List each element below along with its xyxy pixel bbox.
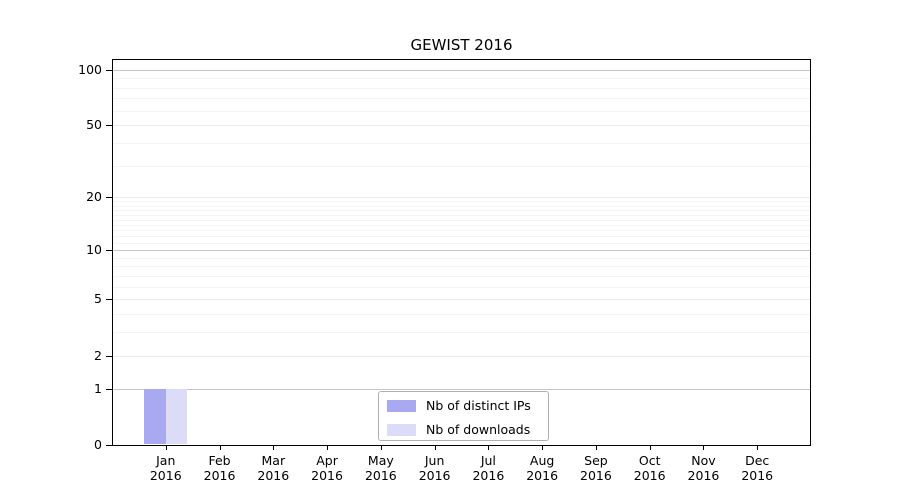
major-gridline bbox=[113, 125, 810, 127]
x-tick-mark bbox=[219, 445, 221, 450]
x-tick-label: Sep 2016 bbox=[580, 453, 612, 483]
minor-gridline bbox=[113, 210, 810, 211]
minor-gridline bbox=[113, 230, 810, 232]
x-tick-label: Jan 2016 bbox=[149, 453, 182, 483]
minor-gridline bbox=[113, 257, 810, 259]
y-tick-mark bbox=[106, 388, 112, 390]
x-tick-mark bbox=[649, 445, 651, 450]
downloads-swatch bbox=[387, 423, 416, 436]
x-tick-label: Nov 2016 bbox=[687, 453, 720, 483]
y-tick-label: 2 bbox=[94, 347, 102, 363]
minor-gridline bbox=[113, 219, 810, 221]
minor-gridline bbox=[113, 110, 810, 112]
major-gridline bbox=[113, 299, 810, 301]
y-tick-mark bbox=[106, 197, 112, 199]
x-tick-label: Jun 2016 bbox=[418, 453, 451, 483]
y-tick-mark bbox=[106, 299, 112, 301]
minor-gridline bbox=[113, 87, 810, 89]
x-tick-mark bbox=[595, 445, 597, 450]
minor-gridline bbox=[113, 165, 810, 167]
minor-gridline bbox=[113, 266, 810, 268]
x-tick-mark bbox=[434, 445, 436, 450]
x-tick-mark bbox=[273, 445, 275, 450]
y-tick-label: 0 bbox=[94, 437, 102, 452]
legend-item-distinct-ips: Nb of distinct IPs bbox=[379, 395, 548, 416]
downloads-bar bbox=[165, 388, 188, 444]
y-tick-label: 10 bbox=[86, 242, 102, 258]
y-tick-label: 50 bbox=[86, 117, 102, 133]
y-tick-mark bbox=[106, 445, 112, 446]
y-tick-label: 5 bbox=[94, 291, 102, 307]
minor-gridline bbox=[113, 98, 810, 100]
chart-title: GEWIST 2016 bbox=[410, 36, 513, 54]
minor-gridline bbox=[113, 201, 810, 203]
major-gridline bbox=[113, 197, 810, 199]
legend-label-downloads: Nb of downloads bbox=[426, 422, 531, 437]
decade-gridline bbox=[113, 69, 810, 71]
minor-gridline bbox=[113, 332, 810, 334]
plot-area bbox=[112, 59, 811, 446]
minor-gridline bbox=[113, 242, 810, 244]
x-tick-label: Apr 2016 bbox=[311, 453, 343, 483]
y-tick-mark bbox=[106, 355, 112, 357]
x-tick-label: Oct 2016 bbox=[633, 453, 666, 483]
x-tick-mark bbox=[703, 445, 705, 450]
decade-gridline bbox=[113, 388, 810, 390]
x-tick-label: May 2016 bbox=[364, 453, 397, 483]
x-tick-label: Dec 2016 bbox=[741, 453, 774, 483]
legend-item-downloads: Nb of downloads bbox=[379, 419, 548, 440]
x-tick-label: Jul 2016 bbox=[472, 453, 505, 483]
y-tick-mark bbox=[106, 250, 112, 252]
x-tick-mark bbox=[327, 445, 329, 450]
x-tick-mark bbox=[380, 445, 382, 450]
y-tick-label: 1 bbox=[94, 380, 102, 396]
legend-label-distinct-ips: Nb of distinct IPs bbox=[426, 398, 531, 413]
distinct-ips-swatch bbox=[387, 399, 416, 412]
minor-gridline bbox=[113, 205, 810, 207]
minor-gridline bbox=[113, 214, 810, 216]
minor-gridline bbox=[113, 78, 810, 80]
x-tick-label: Mar 2016 bbox=[257, 453, 290, 483]
minor-gridline bbox=[113, 286, 810, 288]
minor-gridline bbox=[113, 275, 810, 277]
minor-gridline bbox=[113, 236, 810, 238]
legend: Nb of distinct IPs Nb of downloads bbox=[378, 391, 549, 441]
x-tick-mark bbox=[488, 445, 490, 450]
y-tick-label: 100 bbox=[78, 61, 102, 77]
y-tick-mark bbox=[106, 69, 112, 71]
minor-gridline bbox=[113, 143, 810, 145]
x-tick-mark bbox=[165, 445, 167, 450]
x-tick-mark bbox=[542, 445, 544, 450]
y-tick-mark bbox=[106, 125, 112, 127]
x-tick-label: Aug 2016 bbox=[526, 453, 559, 483]
x-tick-mark bbox=[757, 445, 759, 450]
minor-gridline bbox=[113, 224, 810, 226]
distinct-ips-bar bbox=[144, 388, 166, 444]
x-tick-label: Feb 2016 bbox=[203, 453, 236, 483]
y-tick-label: 20 bbox=[86, 189, 102, 205]
major-gridline bbox=[113, 355, 810, 357]
minor-gridline bbox=[113, 314, 810, 316]
decade-gridline bbox=[113, 250, 810, 252]
